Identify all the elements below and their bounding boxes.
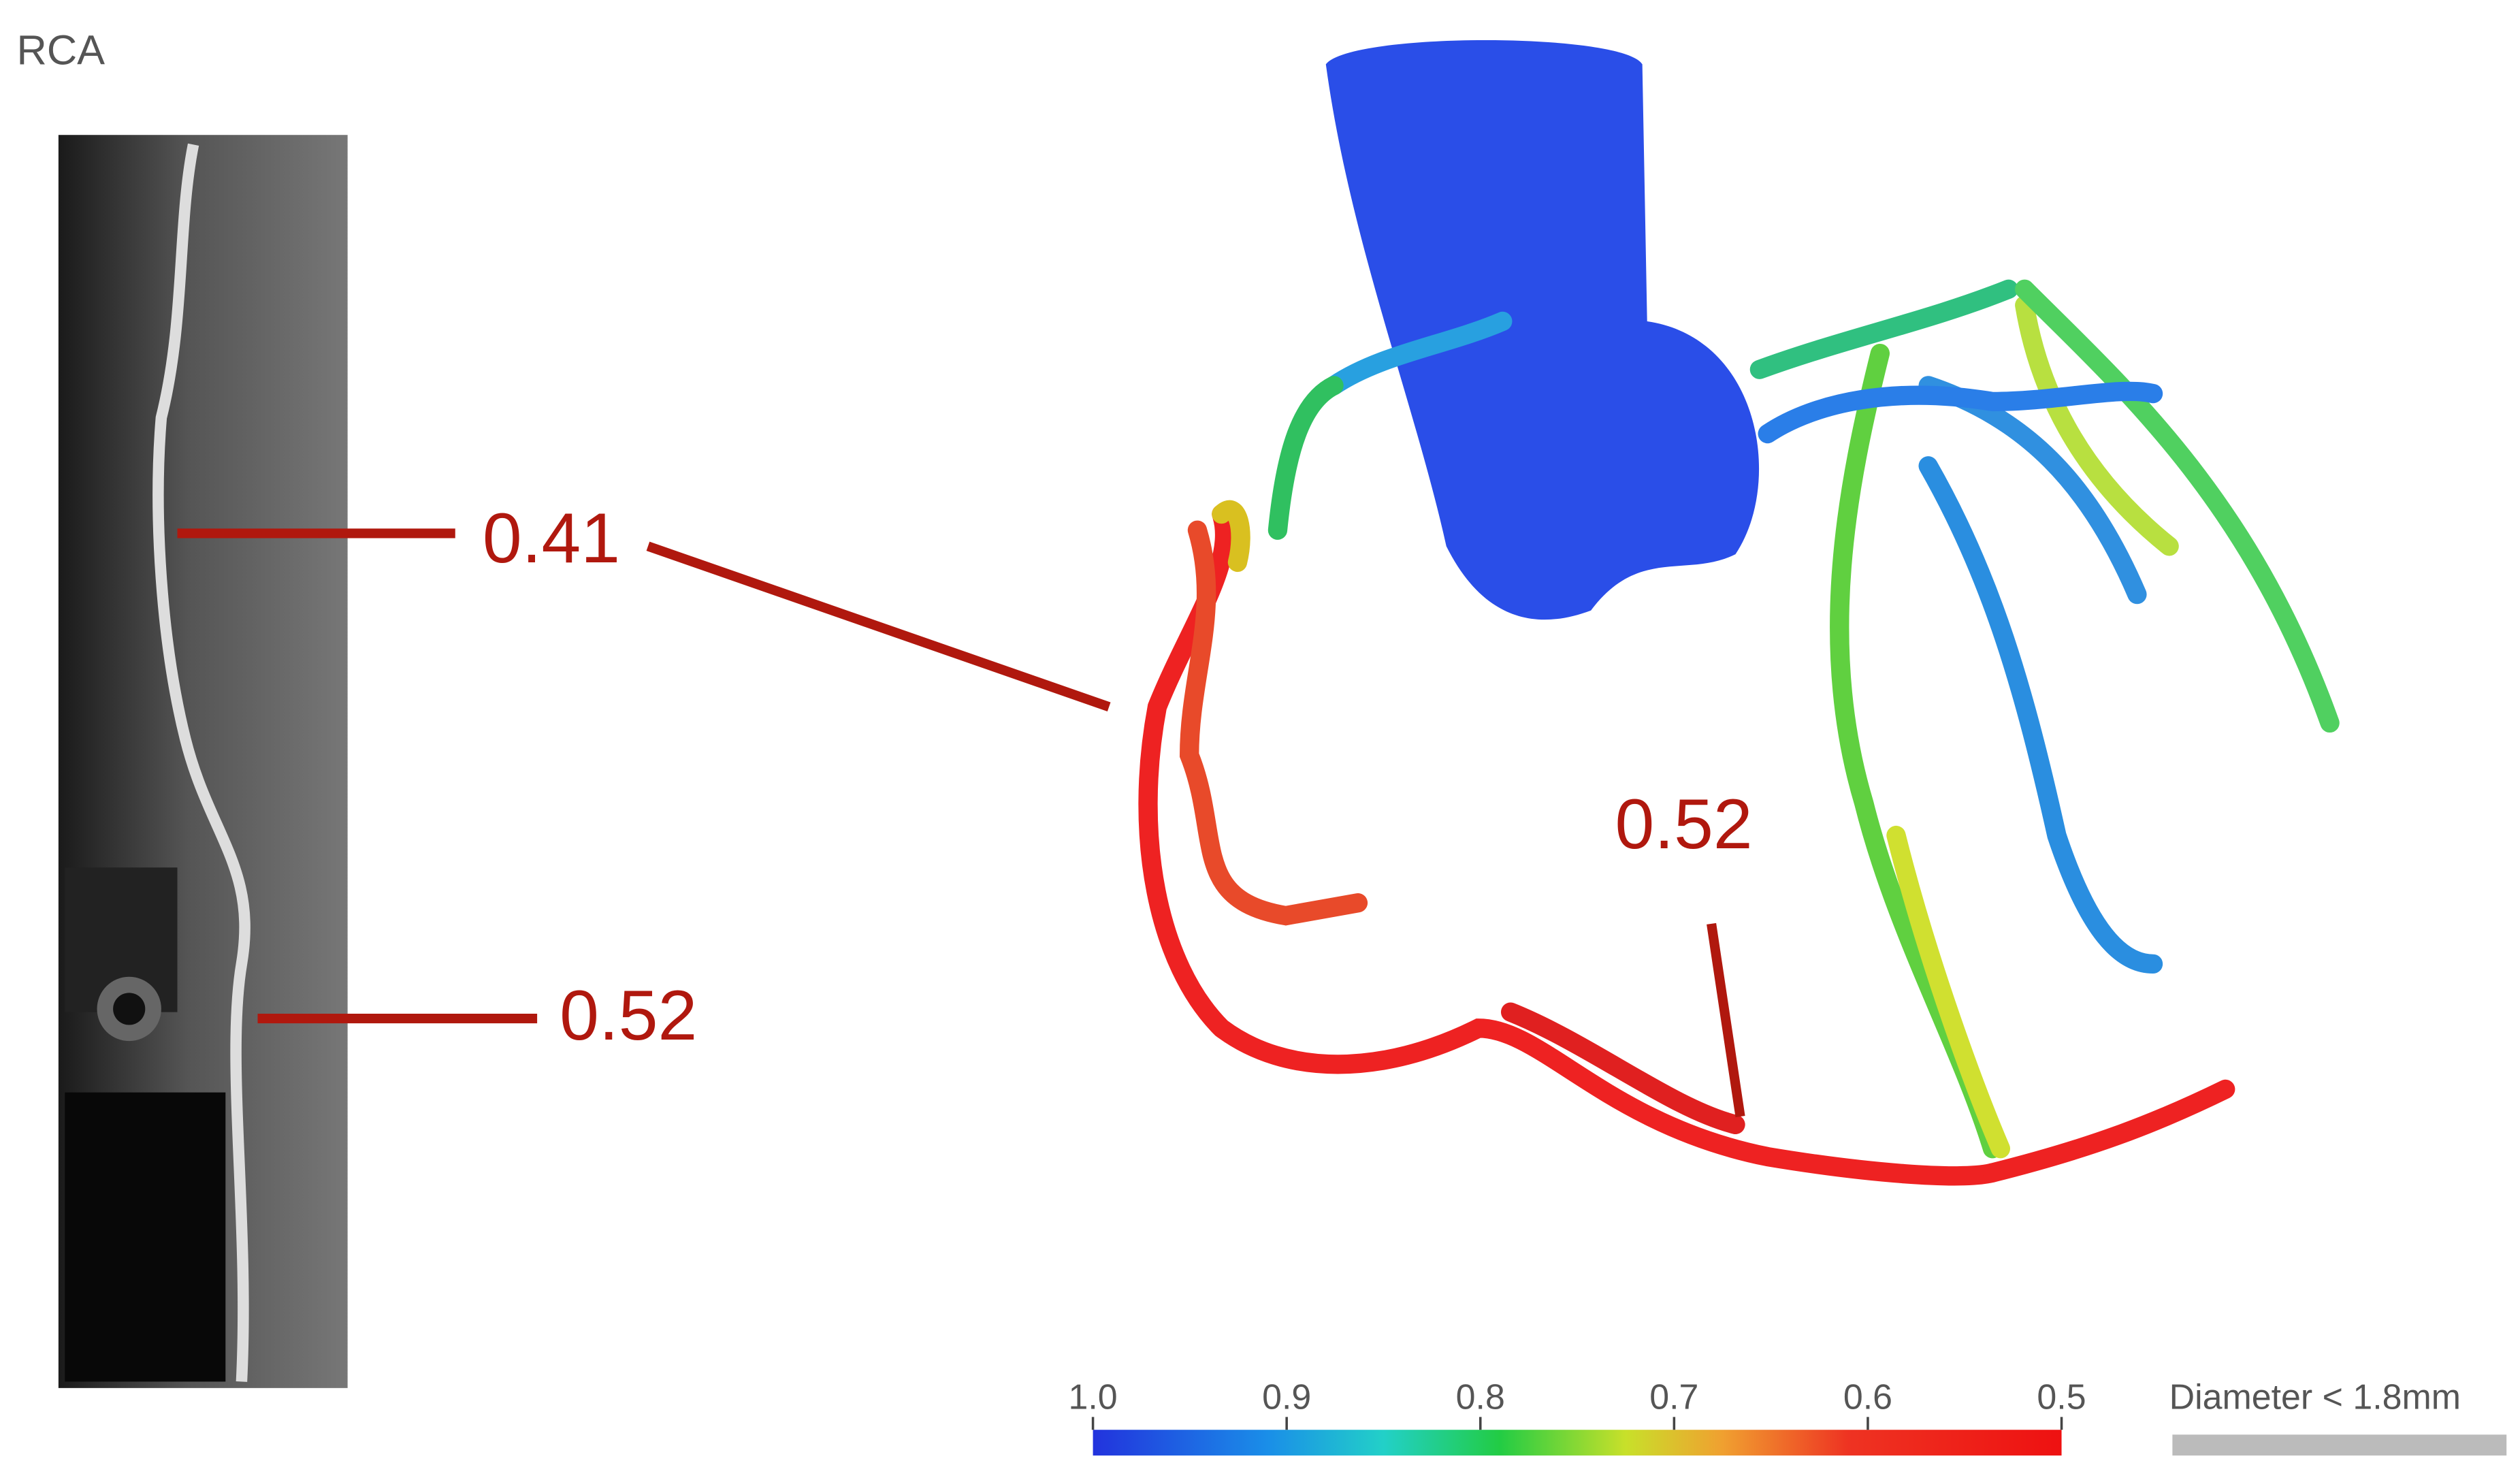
- colorbar-ticks: 1.0 0.9 0.8 0.7 0.6 0.5: [1068, 1378, 2086, 1430]
- annotation: 0.41: [483, 499, 620, 578]
- colorbar: [1093, 1430, 2062, 1456]
- colorbar-tick-label: 0.6: [1843, 1378, 1892, 1417]
- panel-title: RCA: [17, 27, 106, 74]
- colorbar-tick-label: 0.7: [1649, 1378, 1698, 1417]
- colorbar-tick-label: 0.5: [2037, 1378, 2086, 1417]
- colorbar-tick-label: 1.0: [1068, 1378, 1117, 1417]
- colorbar-note: Diameter < 1.8mm: [2169, 1378, 2461, 1417]
- annotation: 0.52: [560, 976, 697, 1055]
- diameter-swatch: [2172, 1434, 2507, 1456]
- leader-lines: [177, 528, 1745, 1118]
- colorbar-tick-label: 0.8: [1456, 1378, 1505, 1417]
- annotation: 0.52: [1615, 785, 1753, 864]
- ct-image: [58, 135, 348, 1388]
- vessel-model: [1138, 39, 2340, 1186]
- colorbar-tick-label: 0.9: [1262, 1378, 1311, 1417]
